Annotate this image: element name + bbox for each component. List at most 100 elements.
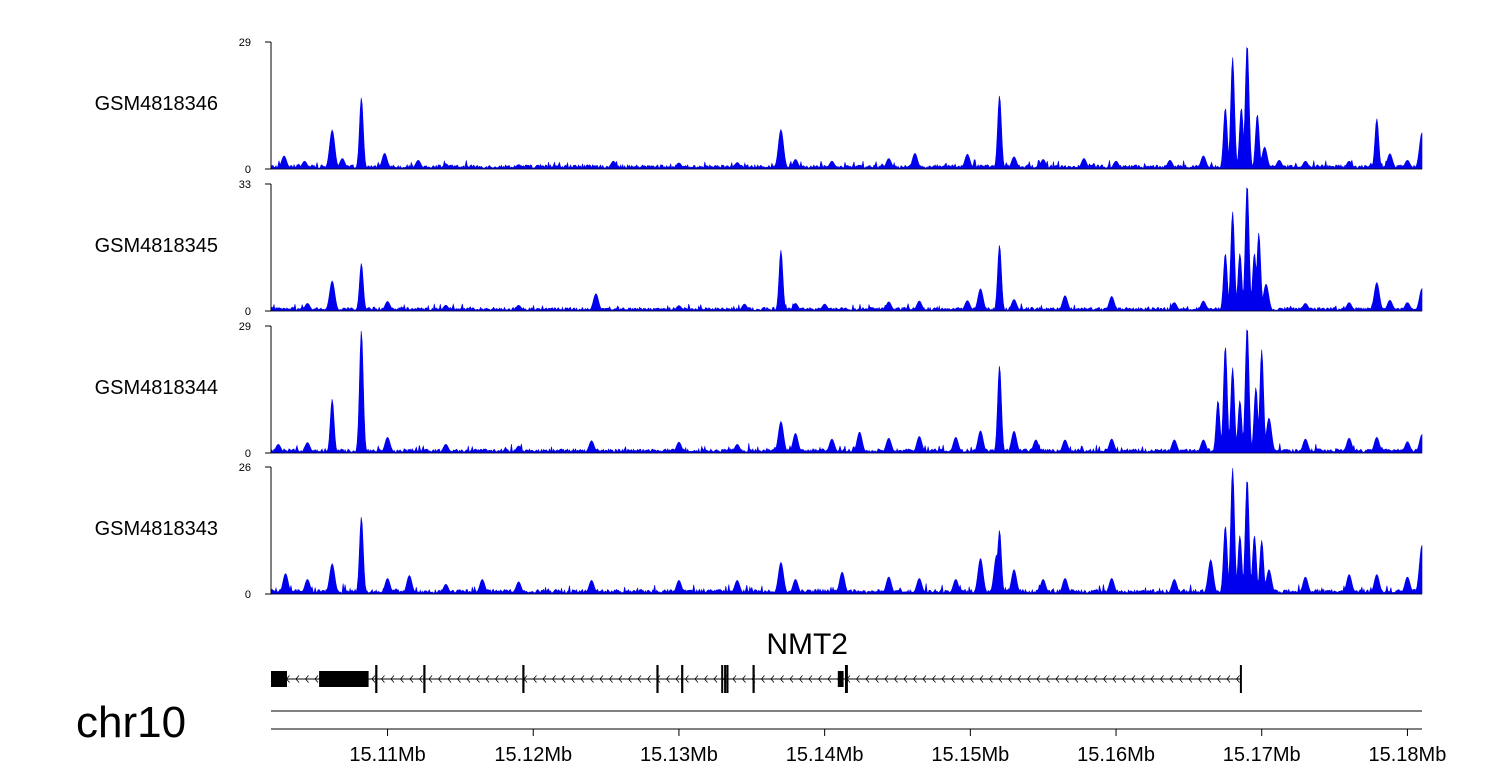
strand-chevron	[1197, 675, 1202, 683]
strand-chevron	[532, 675, 537, 683]
strand-chevron	[380, 675, 385, 683]
strand-chevron	[1083, 675, 1088, 683]
gene-exon	[423, 665, 426, 693]
strand-chevron	[1064, 675, 1069, 683]
strand-chevron	[893, 675, 898, 683]
strand-chevron	[618, 675, 623, 683]
y-tick-max-label: 33	[239, 179, 251, 191]
strand-chevron	[1026, 675, 1031, 683]
x-tick-label: 15.17Mb	[1223, 744, 1301, 766]
strand-chevron	[599, 675, 604, 683]
x-tick-label: 15.16Mb	[1077, 744, 1155, 766]
strand-chevron	[988, 675, 993, 683]
x-tick-label: 15.15Mb	[931, 744, 1009, 766]
strand-chevron	[504, 675, 509, 683]
strand-chevron	[485, 675, 490, 683]
chromosome-label: chr10	[76, 698, 186, 747]
strand-chevron	[675, 675, 680, 683]
strand-chevron	[561, 675, 566, 683]
strand-chevron	[494, 675, 499, 683]
strand-chevron	[713, 675, 718, 683]
strand-chevron	[969, 675, 974, 683]
strand-chevron	[760, 675, 765, 683]
strand-chevron	[694, 675, 699, 683]
strand-chevron	[855, 675, 860, 683]
strand-chevron	[998, 675, 1003, 683]
coverage-area	[270, 329, 1423, 454]
gene-exon	[845, 665, 848, 693]
strand-chevron	[770, 675, 775, 683]
strand-chevron	[874, 675, 879, 683]
gene-name-label: NMT2	[766, 628, 848, 661]
strand-chevron	[684, 675, 689, 683]
y-tick-min-label: 0	[245, 448, 251, 460]
coverage-track: 29 0 GSM4818346	[95, 37, 1423, 176]
x-tick-label: 15.14Mb	[786, 744, 864, 766]
strand-chevron	[1150, 675, 1155, 683]
strand-chevron	[741, 675, 746, 683]
strand-chevron	[665, 675, 670, 683]
strand-chevron	[542, 675, 547, 683]
strand-chevron	[1216, 675, 1221, 683]
strand-chevron	[570, 675, 575, 683]
coverage-area	[270, 468, 1423, 595]
strand-chevron	[608, 675, 613, 683]
strand-chevron	[580, 675, 585, 683]
strand-chevron	[1055, 675, 1060, 683]
strand-chevron	[513, 675, 518, 683]
strand-chevron	[1074, 675, 1079, 683]
gene-exon	[724, 665, 727, 693]
y-tick-max-label: 29	[239, 37, 251, 49]
strand-chevron	[950, 675, 955, 683]
track-name-label: GSM4818346	[95, 93, 218, 115]
gene-exon	[656, 665, 659, 693]
x-tick-label: 15.11Mb	[349, 744, 425, 766]
y-tick-min-label: 0	[245, 589, 251, 601]
strand-chevron	[922, 675, 927, 683]
strand-chevron	[903, 675, 908, 683]
strand-chevron	[827, 675, 832, 683]
strand-chevron	[817, 675, 822, 683]
strand-chevron	[589, 675, 594, 683]
gene-exon	[752, 665, 755, 693]
strand-chevron	[627, 675, 632, 683]
y-tick-min-label: 0	[245, 306, 251, 318]
coverage-area	[270, 46, 1423, 170]
strand-chevron	[314, 675, 319, 683]
y-tick-max-label: 29	[239, 321, 251, 333]
strand-chevron	[409, 675, 414, 683]
strand-chevron	[779, 675, 784, 683]
gene-exon	[837, 671, 844, 687]
strand-chevron	[1188, 675, 1193, 683]
gene-exon	[721, 665, 724, 693]
strand-chevron	[1131, 675, 1136, 683]
strand-chevron	[390, 675, 395, 683]
gene-exon	[681, 665, 684, 693]
coverage-area	[270, 187, 1423, 312]
strand-chevron	[960, 675, 965, 683]
strand-chevron	[1017, 675, 1022, 683]
strand-chevron	[703, 675, 708, 683]
strand-chevron	[884, 675, 889, 683]
strand-chevron	[447, 675, 452, 683]
strand-chevron	[295, 675, 300, 683]
strand-chevron	[1036, 675, 1041, 683]
strand-chevron	[371, 675, 376, 683]
gene-annotation-track: NMT2	[271, 628, 1242, 693]
strand-chevron	[637, 675, 642, 683]
strand-chevron	[1169, 675, 1174, 683]
strand-chevron	[551, 675, 556, 683]
strand-chevron	[418, 675, 423, 683]
strand-chevron	[1207, 675, 1212, 683]
gene-exon	[319, 671, 369, 687]
genomic-axis: chr10 15.11Mb 15.12Mb 15.13Mb 15.14Mb 15.15M…	[76, 698, 1446, 766]
strand-chevron	[428, 675, 433, 683]
strand-chevron	[1178, 675, 1183, 683]
coverage-track: 29 0 GSM4818344	[95, 321, 1423, 460]
strand-chevron	[912, 675, 917, 683]
track-name-label: GSM4818343	[95, 518, 218, 540]
strand-chevron	[456, 675, 461, 683]
strand-chevron	[304, 675, 309, 683]
gene-exon	[726, 665, 729, 693]
